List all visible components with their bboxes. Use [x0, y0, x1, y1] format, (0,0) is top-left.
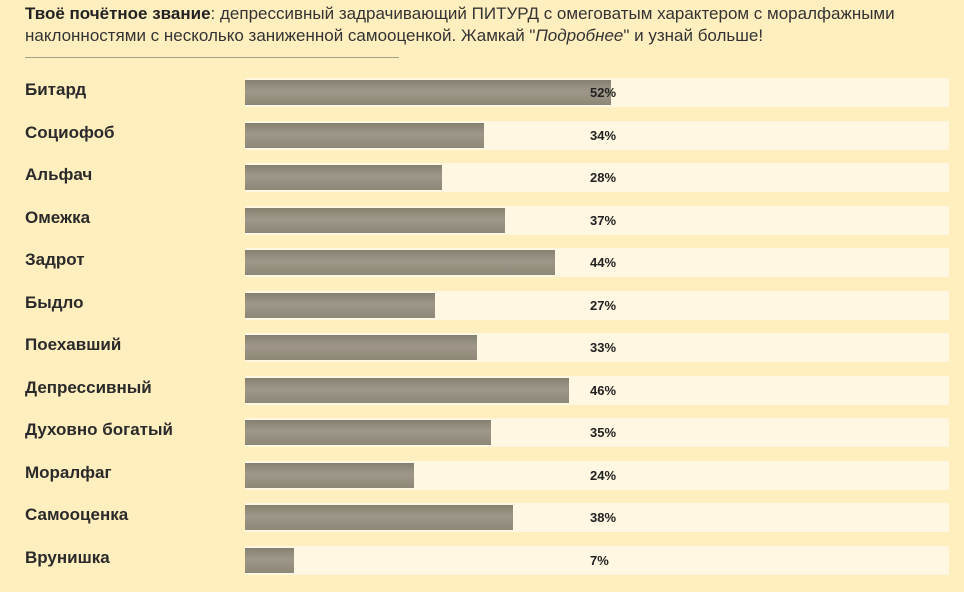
trait-percent: 27% [590, 297, 617, 313]
trait-label: Задрот [25, 250, 85, 269]
trait-bar-track: 37% [245, 205, 949, 235]
trait-bar-fill [245, 335, 477, 360]
trait-bar-track: 24% [245, 460, 949, 490]
result-description: Твоё почётное звание: депрессивный задра… [25, 3, 945, 47]
trait-row: Самооценка 38% [0, 501, 964, 533]
trait-percent: 52% [590, 85, 617, 100]
trait-label: Битард [25, 80, 87, 99]
trait-bar-track: 46% [245, 375, 949, 405]
trait-row: Поехавший 33% [0, 331, 964, 363]
trait-row: Задрот 44% [0, 246, 964, 278]
trait-bar-track: 35% [245, 418, 949, 447]
trait-bar-fill [245, 80, 611, 105]
trait-percent: 34% [590, 127, 617, 143]
trait-percent: 38% [590, 510, 617, 525]
trait-label: Врунишка [25, 547, 110, 567]
trait-label: Моралфаг [25, 462, 112, 482]
trait-row: Врунишка 7% [0, 544, 964, 576]
divider [25, 57, 399, 58]
trait-bar-fill [245, 547, 294, 573]
result-text-part1: : депрессивный задрачивающий ПИТУРД с ом… [25, 4, 895, 45]
trait-bar-fill [245, 207, 505, 233]
trait-bar-fill [245, 165, 442, 190]
trait-row: Моралфаг 24% [0, 459, 964, 491]
trait-label: Духовно богатый [25, 420, 173, 439]
trait-percent: 37% [590, 212, 617, 228]
trait-label: Социофоб [25, 122, 115, 142]
trait-bar-fill [245, 462, 414, 488]
trait-bar-track: 52% [245, 78, 949, 107]
trait-bar-fill [245, 420, 491, 445]
trait-bar-track: 33% [245, 333, 949, 362]
trait-bar-fill [245, 505, 513, 530]
trait-row: Битард 52% [0, 76, 964, 108]
trait-label: Омежка [25, 207, 91, 227]
trait-percent: 46% [590, 382, 617, 398]
trait-bar-track: 7% [245, 545, 949, 575]
trait-row: Альфач 28% [0, 161, 964, 193]
trait-bar-fill [245, 122, 484, 148]
trait-bar-track: 44% [245, 248, 949, 277]
trait-bar-track: 38% [245, 503, 949, 532]
details-reference: Подробнее [535, 26, 624, 45]
trait-row: Социофоб 34% [0, 119, 964, 151]
result-title: Твоё почётное звание [25, 4, 211, 23]
trait-row: Духовно богатый 35% [0, 416, 964, 448]
trait-label: Альфач [25, 165, 93, 184]
trait-label: Поехавший [25, 335, 122, 354]
trait-percent: 7% [590, 552, 609, 568]
trait-bar-track: 28% [245, 163, 949, 192]
trait-row: Омежка 37% [0, 204, 964, 236]
result-text-part2: " и узнай больше! [623, 26, 764, 45]
trait-bar-track: 34% [245, 120, 949, 150]
trait-label: Депрессивный [25, 377, 152, 397]
trait-percent: 33% [590, 340, 617, 355]
trait-row: Депрессивный 46% [0, 374, 964, 406]
trait-percent: 24% [590, 467, 617, 483]
trait-bar-fill [245, 377, 569, 403]
trait-row: Быдло 27% [0, 289, 964, 321]
trait-percent: 44% [590, 255, 617, 270]
trait-label: Самооценка [25, 505, 129, 524]
trait-bar-fill [245, 250, 555, 275]
trait-percent: 35% [590, 425, 617, 440]
trait-label: Быдло [25, 292, 84, 312]
trait-bar-fill [245, 292, 435, 318]
trait-percent: 28% [590, 170, 617, 185]
trait-bar-track: 27% [245, 290, 949, 320]
